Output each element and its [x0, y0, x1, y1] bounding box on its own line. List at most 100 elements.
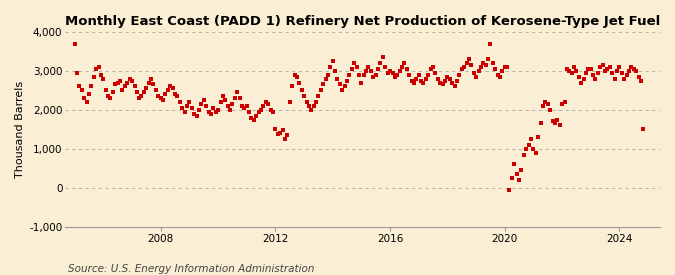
Point — [124, 76, 135, 81]
Point — [521, 147, 532, 151]
Point — [470, 75, 481, 79]
Point — [578, 76, 589, 81]
Point — [70, 42, 80, 46]
Point — [163, 88, 173, 92]
Point — [318, 82, 329, 87]
Point — [203, 109, 214, 114]
Point — [160, 92, 171, 97]
Point — [511, 172, 522, 176]
Point — [636, 78, 647, 83]
Point — [624, 69, 634, 73]
Point — [146, 76, 157, 81]
Point — [296, 88, 307, 92]
Point — [545, 108, 556, 112]
Point — [153, 94, 163, 98]
Point — [430, 71, 441, 75]
Point — [151, 88, 161, 92]
Point — [423, 73, 433, 77]
Point — [392, 73, 402, 77]
Point — [284, 100, 295, 104]
Point — [346, 67, 357, 71]
Point — [84, 92, 95, 97]
Point — [571, 69, 582, 73]
Point — [134, 96, 144, 100]
Point — [337, 88, 348, 92]
Point — [619, 76, 630, 81]
Point — [265, 108, 276, 112]
Point — [342, 78, 352, 83]
Point — [389, 75, 400, 79]
Point — [198, 98, 209, 102]
Point — [230, 96, 240, 100]
Point — [497, 69, 508, 73]
Point — [117, 88, 128, 92]
Point — [74, 84, 85, 89]
Point — [334, 82, 345, 87]
Point — [566, 71, 577, 75]
Point — [315, 88, 326, 92]
Point — [165, 84, 176, 89]
Point — [421, 76, 431, 81]
Point — [263, 102, 273, 106]
Point — [397, 65, 408, 69]
Point — [437, 82, 448, 87]
Point — [101, 88, 111, 92]
Point — [531, 150, 541, 155]
Point — [282, 133, 293, 137]
Point — [454, 73, 464, 77]
Point — [356, 80, 367, 85]
Point — [96, 73, 107, 77]
Point — [294, 80, 304, 85]
Point — [585, 67, 596, 71]
Point — [526, 137, 537, 141]
Point — [158, 98, 169, 102]
Point — [143, 80, 154, 85]
Point — [633, 75, 644, 79]
Text: Source: U.S. Energy Information Administration: Source: U.S. Energy Information Administ… — [68, 264, 314, 274]
Point — [344, 73, 355, 77]
Point — [251, 113, 262, 118]
Point — [242, 104, 252, 108]
Point — [547, 119, 558, 124]
Point — [416, 78, 427, 83]
Point — [220, 98, 231, 102]
Point — [299, 94, 310, 98]
Point — [406, 78, 417, 83]
Point — [194, 108, 205, 112]
Point — [340, 84, 350, 89]
Point — [557, 102, 568, 106]
Point — [351, 65, 362, 69]
Point — [289, 73, 300, 77]
Point — [303, 104, 314, 108]
Point — [616, 71, 627, 75]
Point — [540, 100, 551, 104]
Point — [332, 76, 343, 81]
Point — [313, 94, 324, 98]
Point — [502, 65, 512, 69]
Point — [184, 100, 195, 104]
Point — [483, 57, 493, 61]
Point — [516, 168, 527, 172]
Point — [261, 100, 271, 104]
Point — [239, 106, 250, 110]
Point — [213, 108, 223, 112]
Point — [408, 80, 419, 85]
Point — [174, 100, 185, 104]
Point — [385, 69, 396, 73]
Point — [363, 65, 374, 69]
Point — [528, 147, 539, 151]
Point — [258, 104, 269, 108]
Point — [110, 82, 121, 87]
Point — [475, 65, 486, 69]
Point — [169, 92, 180, 97]
Point — [132, 90, 142, 95]
Point — [612, 69, 622, 73]
Point — [597, 63, 608, 67]
Point — [136, 94, 147, 98]
Point — [442, 75, 453, 79]
Point — [593, 71, 603, 75]
Point — [112, 80, 123, 85]
Point — [614, 65, 625, 69]
Point — [628, 67, 639, 71]
Point — [504, 187, 515, 192]
